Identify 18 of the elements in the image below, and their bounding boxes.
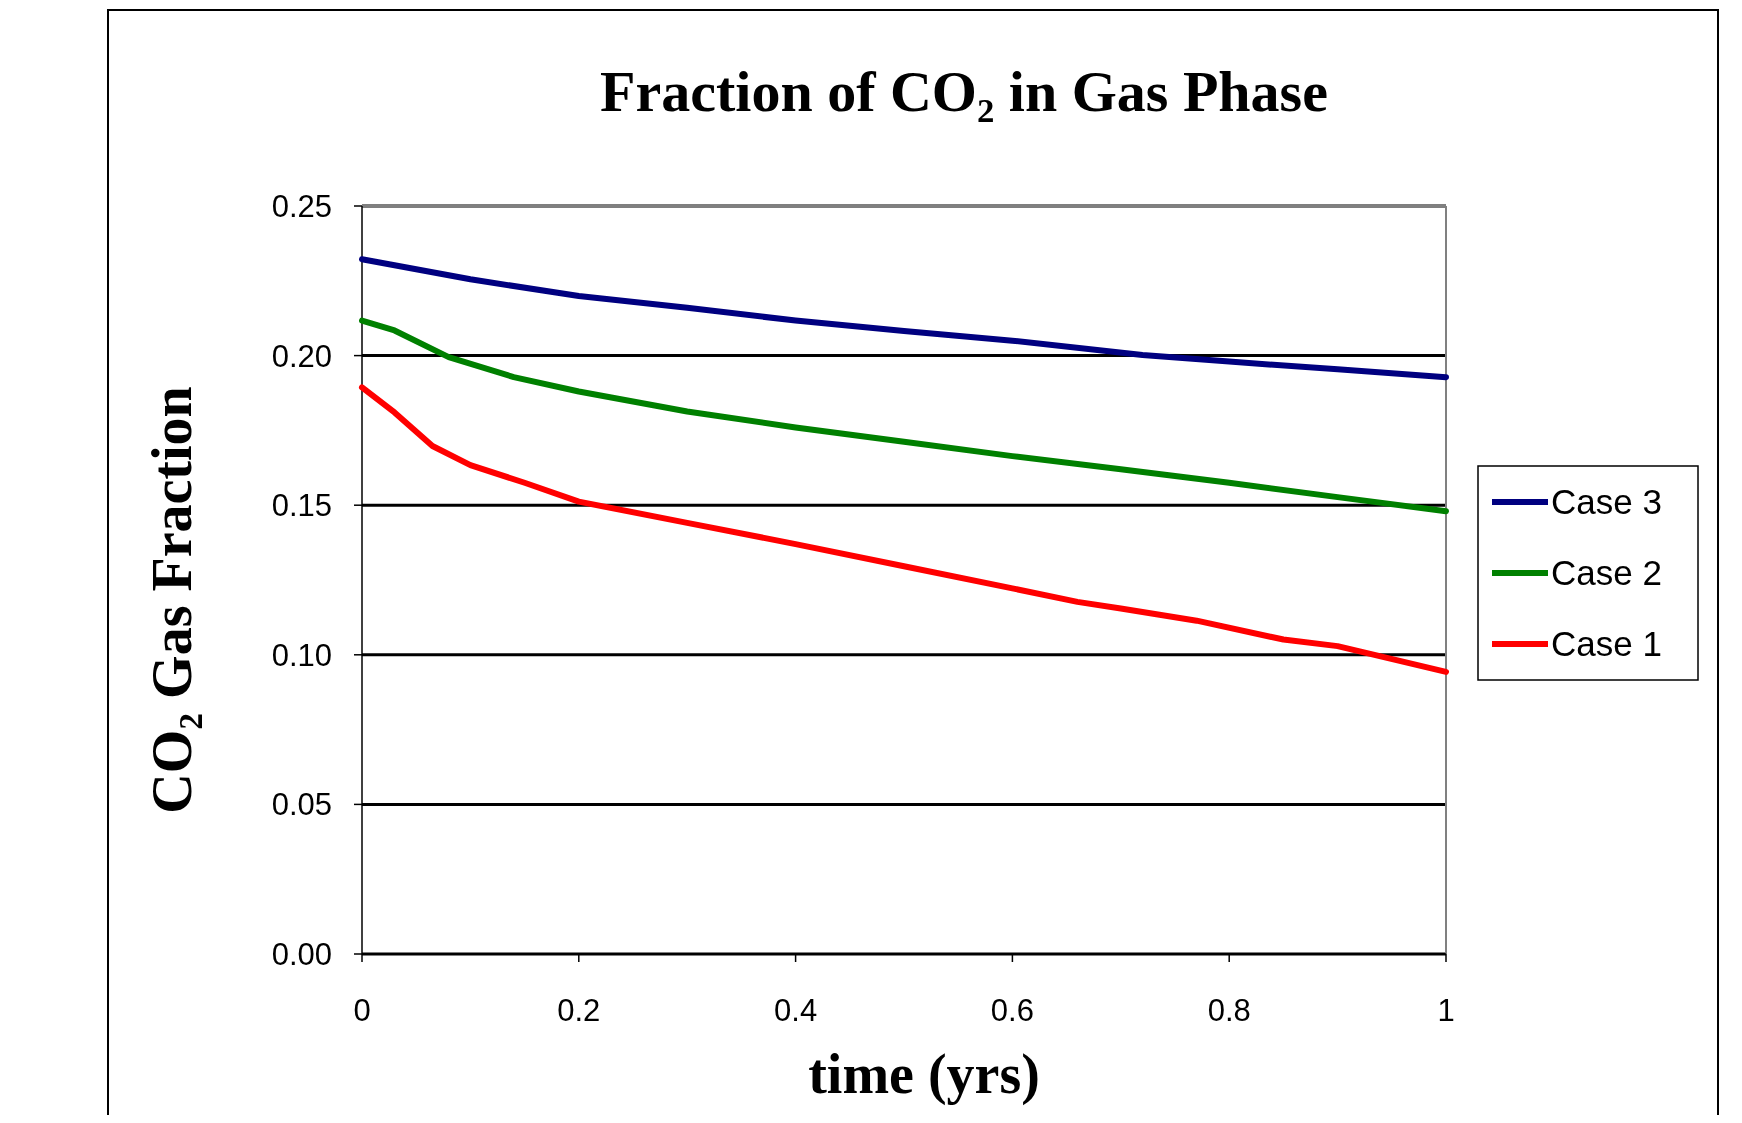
y-tick-label: 0.25 <box>271 189 332 224</box>
x-tick-label: 0 <box>353 993 371 1028</box>
legend-label: Case 2 <box>1551 553 1662 592</box>
chart-title: Fraction of CO₂ in Gas Phase <box>600 59 1328 124</box>
x-tick-label: 0.6 <box>990 993 1034 1028</box>
y-axis-title: CO₂ Gas Fraction <box>141 386 203 814</box>
y-tick-label: 0.15 <box>271 488 332 524</box>
y-tick-label: 0.05 <box>271 787 332 823</box>
legend-label: Case 3 <box>1551 482 1662 521</box>
x-tick-label: 0.8 <box>1207 993 1251 1028</box>
x-tick-label: 0.4 <box>774 993 818 1028</box>
x-tick-label: 1 <box>1437 993 1455 1028</box>
y-tick-label: 0.00 <box>271 937 332 972</box>
x-tick-label: 0.2 <box>557 993 601 1028</box>
legend-label: Case 1 <box>1551 624 1662 663</box>
y-tick-label: 0.20 <box>271 338 332 374</box>
x-axis-title: time (yrs) <box>808 1043 1040 1106</box>
y-tick-label: 0.10 <box>271 637 332 673</box>
